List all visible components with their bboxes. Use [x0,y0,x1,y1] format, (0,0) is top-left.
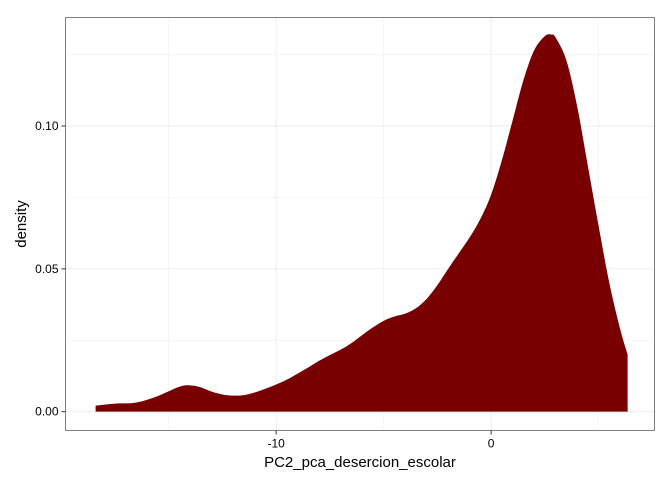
y-axis-title: density [13,200,30,248]
density-area [95,34,628,412]
x-tick-label: 0 [488,437,495,451]
x-tick-label: -10 [267,437,285,451]
x-axis-title: PC2_pca_desercion_escolar [264,454,456,471]
y-tick-label: 0.10 [35,119,59,133]
panel-border [65,17,655,431]
y-tick-label: 0.00 [35,405,59,419]
y-tick-label: 0.05 [35,262,59,276]
